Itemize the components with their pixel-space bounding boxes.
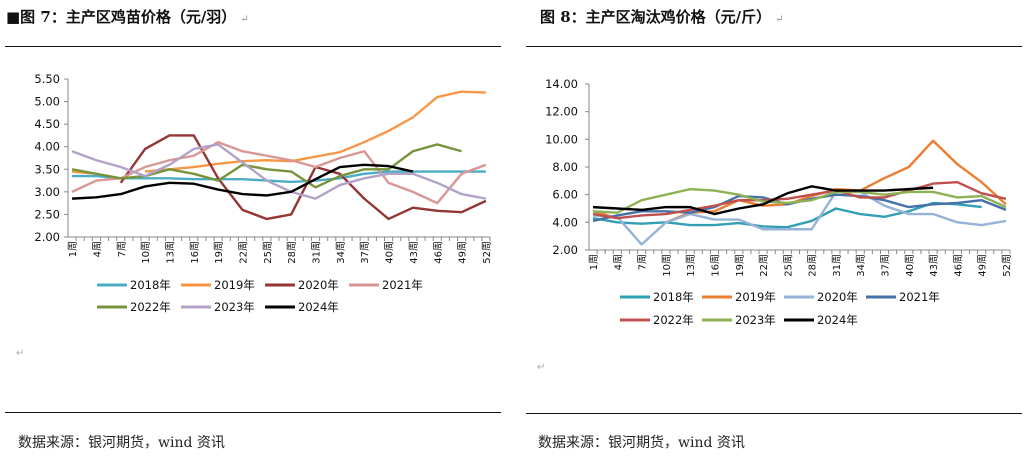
x-tick-label: 16周 — [709, 254, 721, 277]
x-tick-label: 28周 — [807, 254, 819, 277]
y-tick-label: 12.00 — [545, 105, 578, 119]
x-tick-label: 10周 — [140, 241, 152, 264]
series-line-2019年 — [665, 139, 1007, 224]
source-note: 数据来源：银河期货，wind 资讯 — [18, 435, 225, 451]
return-mark: ↵ — [240, 14, 249, 25]
x-tick-label: 1周 — [588, 254, 600, 270]
x-tick-label: 25周 — [262, 241, 274, 264]
x-tick-label: 46周 — [432, 241, 444, 264]
divider — [5, 412, 501, 413]
x-tick-label: 43周 — [408, 241, 420, 264]
y-tick-label: 4.00 — [552, 215, 578, 229]
divider — [5, 46, 501, 47]
series-line-2021年 — [71, 140, 487, 205]
x-tick-label: 52周 — [481, 241, 493, 264]
legend-label: 2018年 — [653, 290, 694, 304]
x-tick-label: 37周 — [880, 254, 892, 277]
y-tick-label: 2.50 — [34, 207, 60, 221]
title-text: ■图 7：主产区鸡苗价格（元/羽） — [6, 8, 237, 26]
x-tick-label: 43周 — [928, 254, 940, 277]
series-line-2018年 — [592, 201, 982, 229]
legend-label: 2020年 — [298, 278, 339, 292]
y-tick-label: 4.00 — [34, 140, 60, 154]
series-line-2022年 — [592, 181, 1007, 220]
series-line-2020年 — [119, 134, 487, 221]
x-tick-label: 4周 — [91, 241, 103, 257]
series-line-2023年 — [592, 187, 1007, 214]
x-tick-label: 46周 — [952, 254, 964, 277]
legend-label: 2023年 — [735, 313, 776, 327]
x-tick-label: 13周 — [164, 241, 176, 264]
series-line-2019年 — [144, 90, 486, 173]
x-tick-label: 31周 — [831, 254, 843, 277]
x-tick-label: 34周 — [335, 241, 347, 264]
y-tick-label: 2.00 — [34, 230, 60, 244]
x-tick-label: 7周 — [637, 254, 649, 270]
divider — [526, 413, 1022, 414]
x-tick-label: 31周 — [311, 241, 323, 264]
x-tick-label: 22周 — [758, 254, 770, 277]
x-tick-label: 1周 — [67, 241, 79, 257]
return-mark: ↵ — [775, 14, 784, 25]
x-tick-label: 49周 — [977, 254, 989, 277]
y-tick-label: 14.00 — [545, 77, 578, 91]
y-tick-label: 8.00 — [552, 160, 578, 174]
legend-label: 2020年 — [817, 290, 858, 304]
legend-label: 2022年 — [653, 313, 694, 327]
legend-label: 2019年 — [735, 290, 776, 304]
x-tick-label: 19周 — [213, 241, 225, 264]
y-tick-label: 5.50 — [34, 72, 60, 86]
figure-7-title: ■图 7：主产区鸡苗价格（元/羽） ↵ — [6, 6, 249, 27]
series-line-2024年 — [592, 185, 934, 216]
x-tick-label: 19周 — [734, 254, 746, 277]
return-mark: ↵ — [537, 362, 546, 373]
series-line-2018年 — [72, 170, 486, 184]
series-line-2020年 — [592, 190, 1007, 246]
y-tick-label: 6.00 — [552, 188, 578, 202]
legend-label: 2024年 — [298, 300, 339, 314]
y-tick-label: 2.00 — [552, 243, 578, 257]
x-tick-label: 40周 — [384, 241, 396, 264]
legend-label: 2021年 — [382, 278, 423, 292]
y-tick-label: 3.50 — [34, 162, 60, 176]
title-text: 图 8：主产区淘汰鸡价格（元/斤） — [540, 8, 772, 26]
legend-label: 2022年 — [130, 300, 171, 314]
legend-label: 2023年 — [214, 300, 255, 314]
x-tick-label: 52周 — [1001, 254, 1013, 277]
source-note: 数据来源：银河期货，wind 资讯 — [538, 435, 745, 451]
x-tick-label: 40周 — [904, 254, 916, 277]
x-tick-label: 49周 — [457, 241, 469, 264]
divider — [526, 46, 1022, 47]
return-mark: ↵ — [16, 348, 25, 359]
x-tick-label: 37周 — [359, 241, 371, 264]
y-tick-label: 3.00 — [34, 185, 60, 199]
x-tick-label: 10周 — [661, 254, 673, 277]
y-tick-label: 5.00 — [34, 95, 60, 109]
legend-label: 2024年 — [817, 313, 858, 327]
x-tick-label: 25周 — [782, 254, 794, 277]
legend-label: 2021年 — [899, 290, 940, 304]
series-line-2023年 — [71, 143, 487, 200]
series-line-2022年 — [71, 143, 462, 189]
series-line-2024年 — [71, 163, 414, 200]
x-tick-label: 13周 — [685, 254, 697, 277]
figure-8-title: 图 8：主产区淘汰鸡价格（元/斤） ↵ — [540, 6, 784, 27]
x-tick-label: 16周 — [189, 241, 201, 264]
x-tick-label: 22周 — [237, 241, 249, 264]
x-tick-label: 7周 — [116, 241, 128, 257]
x-tick-label: 34周 — [855, 254, 867, 277]
y-tick-label: 10.00 — [545, 132, 578, 146]
legend-label: 2018年 — [130, 278, 171, 292]
legend-label: 2019年 — [214, 278, 255, 292]
x-tick-label: 28周 — [286, 241, 298, 264]
y-tick-label: 4.50 — [34, 117, 60, 131]
x-tick-label: 4周 — [612, 254, 624, 270]
